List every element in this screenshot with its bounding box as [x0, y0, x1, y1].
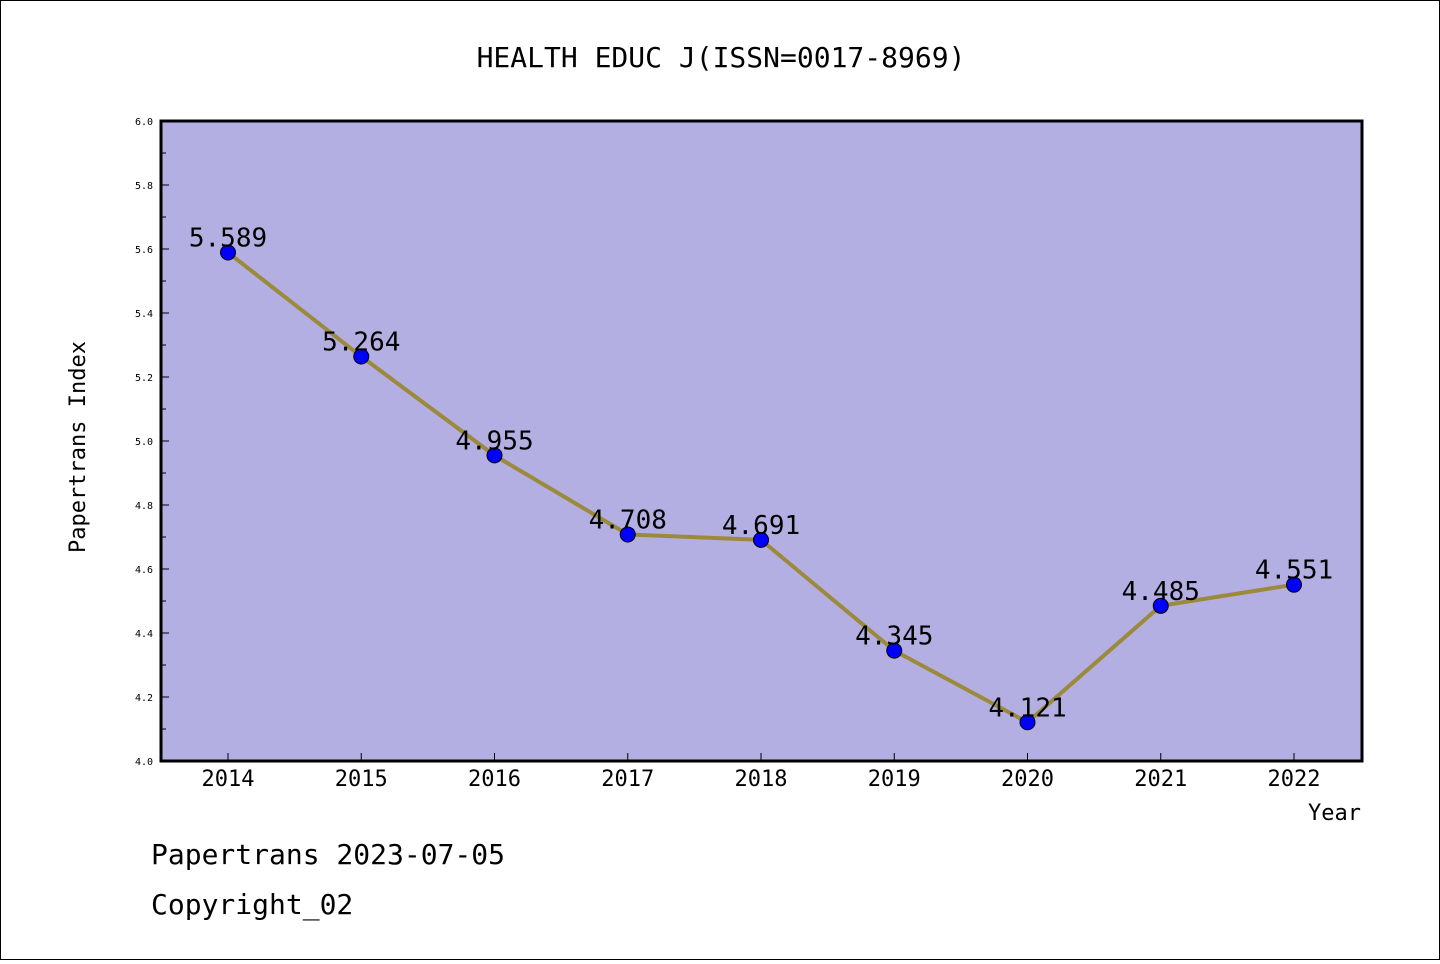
data-label: 4.708 [589, 505, 667, 535]
x-tick-label: 2015 [335, 767, 388, 792]
y-axis-ticks: 4.0 4.2 4.4 4.6 4.8 5.0 5.2 5.4 5.6 5.8 6.0 [135, 117, 169, 768]
plot-area [159, 119, 1364, 763]
x-tick-label: 2022 [1268, 767, 1321, 792]
data-point [886, 642, 903, 659]
data-point [619, 526, 636, 543]
footer-copyright: Copyright_02 [151, 888, 353, 922]
data-point [486, 447, 503, 464]
x-tick-label: 2020 [1001, 767, 1054, 792]
data-label: 4.551 [1255, 556, 1333, 586]
data-labels: 5.589 5.264 4.955 4.708 4.691 4.345 4.121 4.485… [189, 224, 1333, 724]
data-points [220, 244, 1302, 731]
footer-date: Papertrans 2023-07-05 [151, 838, 505, 871]
data-point [1286, 576, 1302, 593]
y-tick-label: 5.0 [135, 437, 153, 448]
y-tick-label: 6.0 [135, 117, 153, 128]
x-tick-label: 2016 [468, 767, 521, 792]
y-tick-label: 4.0 [135, 757, 153, 768]
data-point [220, 244, 236, 261]
chart-title: HEALTH EDUC J(ISSN=0017-8969) [477, 41, 966, 74]
data-point [753, 531, 769, 548]
x-axis-label: Year [1308, 801, 1361, 826]
data-label: 5.264 [322, 328, 400, 358]
y-tick-label: 4.4 [135, 629, 153, 640]
x-tick-label: 2014 [202, 767, 255, 792]
data-label: 4.345 [855, 622, 933, 652]
x-tick-label: 2018 [735, 767, 788, 792]
x-tick-label: 2019 [868, 767, 921, 792]
y-tick-label: 5.6 [135, 245, 153, 256]
data-label: 4.955 [455, 426, 533, 456]
y-tick-label: 4.8 [135, 501, 153, 512]
y-axis-label: Papertrans Index [66, 341, 91, 553]
y-tick-label: 5.8 [135, 181, 153, 192]
data-point [1152, 597, 1169, 614]
data-label: 4.121 [988, 693, 1066, 723]
y-tick-label: 5.4 [135, 309, 153, 320]
x-tick-label: 2021 [1134, 767, 1187, 792]
data-label: 4.691 [722, 511, 800, 541]
data-point [1019, 714, 1036, 731]
data-label: 4.485 [1122, 577, 1200, 607]
data-label: 5.589 [189, 224, 267, 254]
y-tick-label: 5.2 [135, 373, 153, 384]
y-tick-label: 4.2 [135, 693, 153, 704]
y-tick-label: 4.6 [135, 565, 153, 576]
x-tick-label: 2017 [601, 767, 654, 792]
data-point [353, 348, 370, 365]
x-axis-ticks: 2014 2015 2016 2017 2018 2019 2020 2021 2022 [202, 753, 1321, 792]
